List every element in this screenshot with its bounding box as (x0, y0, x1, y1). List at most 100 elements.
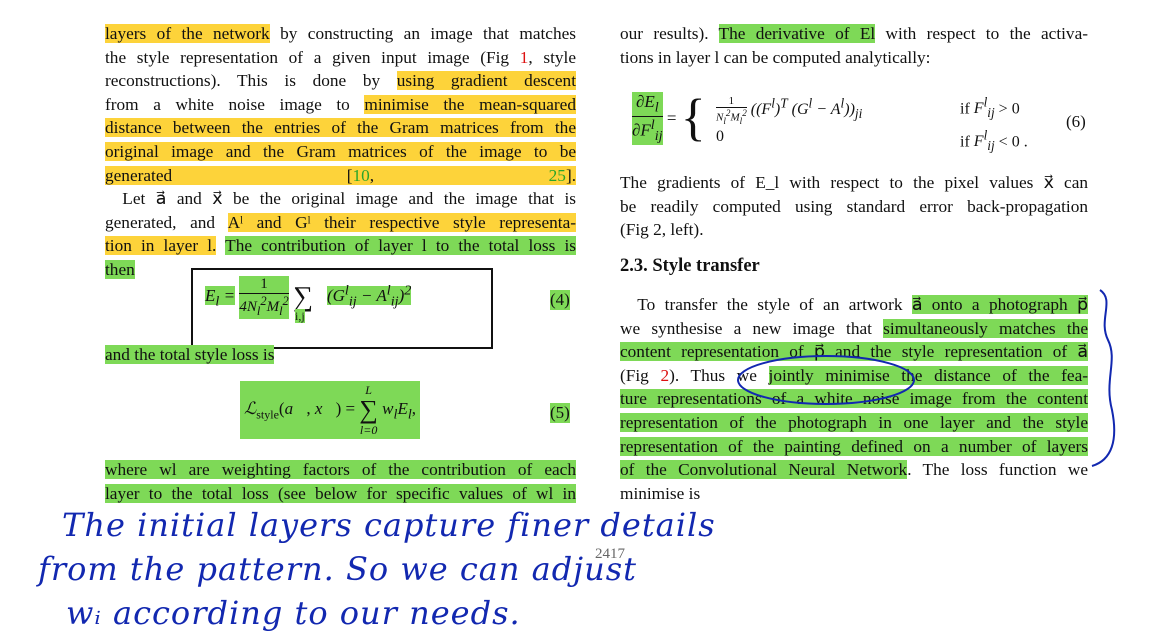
left-lines-line-9: generated, and Aˡ and Gˡ their respectiv… (105, 211, 576, 235)
right-st-line-4: (Fig 2). Thus we jointly minimise the di… (620, 364, 1088, 388)
left-lines-line-1: layers of the network by constructing an… (105, 22, 576, 46)
left-lines-line-5-segment: distance between the entries of the Gram… (105, 118, 576, 138)
left-lines-line-2-segment: 1 (519, 47, 529, 67)
right-st-line-1-segment: a⃗ onto a photograph p⃗ (911, 295, 1088, 314)
left-lines-line-3: reconstructions). This is done by using … (105, 69, 576, 93)
right-st-line-3: content representation of p⃗ and the sty… (620, 340, 1088, 364)
handwritten-note-line-3: wᵢ according to our needs. (66, 594, 521, 632)
right-st-line-7: representation of the painting defined o… (620, 435, 1088, 459)
right-st-line-4-segment: 2 (660, 365, 670, 385)
left-tail-line-2-segment: l (548, 483, 554, 503)
left-column-tail: where wl are weighting factors of the co… (105, 458, 576, 505)
left-tail-line-2-segment: in (553, 483, 576, 503)
gradient-line-3: (Fig 2, left). (620, 220, 704, 240)
right-st-line-3-segment: content representation of p⃗ and the sty… (620, 342, 1088, 362)
left-lines-line-4-segment: from a white noise image to (105, 94, 365, 114)
right-top-line-2-segment: tions in layer l can be computed analyti… (620, 47, 931, 67)
equation-6-case-2-condition: if Flij < 0 . (960, 128, 1028, 154)
right-top-line-1-segment: with respect to the activa- (875, 24, 1088, 43)
left-lines-line-10-segment: The contribution of layer l to the total… (225, 236, 576, 256)
left-lines-line-5: distance between the entries of the Gram… (105, 116, 576, 140)
left-tail-line-1-segment: l (171, 460, 177, 479)
right-st-line-1-segment: To transfer the style of an artwork (620, 295, 912, 314)
left-lines-line-9-segment: Aˡ and Gˡ their respective style represe… (227, 212, 576, 232)
left-lines-line-7-segment: , (369, 165, 549, 185)
total-style-loss-intro: and the total style loss is (105, 345, 275, 364)
left-lines-line-9-segment: generated, and (105, 212, 228, 232)
right-top-line-1-segment: l (870, 24, 876, 43)
left-lines-line-1-segment: layers of the network (105, 24, 270, 43)
right-st-line-9-segment: minimise is (620, 483, 701, 503)
left-tail-line-2-segment: layer to the total loss (see below for s… (105, 483, 549, 503)
right-st-line-8-segment: of the Convolutional Neural Network (620, 460, 908, 480)
section-heading-style-transfer: 2.3. Style transfer (620, 256, 760, 276)
left-lines-line-7-segment: 10 (352, 165, 370, 185)
left-tail-line-1-segment: where w (105, 460, 172, 479)
equation-6-case-1-condition: if Flij > 0 (960, 95, 1020, 121)
left-lines-line-2: the style representation of a given inpu… (105, 46, 576, 70)
bracket-annotation (1091, 289, 1116, 467)
left-tail-line-2: layer to the total loss (see below for s… (105, 482, 576, 506)
right-top-line-1: our results). The derivative of El with … (620, 22, 1088, 46)
equation-4-box (191, 268, 493, 349)
right-st-line-6-segment: representation of the photograph in one … (620, 412, 1088, 432)
left-lines-line-10-segment (216, 236, 225, 255)
gradient-line-1: The gradients of E_l with respect to the… (620, 173, 1088, 192)
right-st-line-9: minimise is (620, 482, 1088, 506)
right-st-line-5-segment: ture representations of a white noise im… (620, 389, 1088, 409)
left-tail-line-1-segment: are weighting factors of the contributio… (176, 460, 576, 479)
right-st-line-8: of the Convolutional Neural Network. The… (620, 458, 1088, 482)
left-lines-line-11: then (105, 258, 576, 282)
right-st-line-1: To transfer the style of an artwork a⃗ o… (620, 293, 1088, 317)
left-tail-line-1: where wl are weighting factors of the co… (105, 458, 576, 482)
equation-6-case-2: 0 (716, 128, 724, 145)
left-lines-line-4-segment: minimise the mean-squared (364, 94, 576, 114)
left-column: layers of the network by constructing an… (105, 22, 577, 282)
left-lines-line-2-segment: the style representation of a given inpu… (105, 47, 520, 67)
right-st-line-2: we synthesise a new image that simultane… (620, 317, 1089, 341)
left-lines-line-10-segment: tion in layer l. (105, 236, 217, 256)
right-st-line-2-segment: simultaneously matches the (883, 318, 1089, 338)
gradient-line-2: be readily computed using standard error… (620, 196, 1088, 216)
left-lines-line-7-segment: 25 (548, 165, 566, 185)
left-lines-line-4: from a white noise image to minimise the… (105, 93, 576, 117)
right-st-line-4-segment: ). Thus we (669, 365, 769, 385)
handwritten-note-line-1: The initial layers capture finer details (62, 506, 716, 544)
equation-6-number: (6) (1066, 112, 1086, 131)
right-column-top: our results). The derivative of El with … (620, 22, 1088, 69)
left-lines-line-3-segment: using gradient descent (396, 71, 576, 91)
left-lines-line-11-segment: then (105, 259, 135, 279)
left-lines-line-8-segment: Let a⃗ and x⃗ be the original image and … (105, 189, 576, 209)
left-lines-line-8: Let a⃗ and x⃗ be the original image and … (105, 187, 576, 211)
right-top-line-1-segment: The derivative of E (718, 24, 871, 43)
page-number: 2417 (595, 546, 625, 562)
equation-5-number: (5) (550, 403, 570, 423)
left-lines-line-6: original image and the Gram matrices of … (105, 140, 576, 164)
equation-4: El = 1 4Nl2Ml2 ∑i,j (Glij − Alij)2 (205, 276, 412, 323)
right-st-line-6: representation of the photograph in one … (620, 411, 1088, 435)
left-lines-line-10: tion in layer l. The contribution of lay… (105, 234, 576, 258)
equation-6-case-1: 1 Nl2Ml2 ((Fl)T (Gl − Al))ji (716, 95, 863, 126)
right-top-line-2: tions in layer l can be computed analyti… (620, 46, 1088, 70)
gradient-paragraph: The gradients of E_l with respect to the… (620, 171, 1088, 242)
left-lines-line-7: generated [10, 25]. (105, 164, 577, 188)
right-st-line-4-segment: (Fig (620, 365, 661, 385)
text-after-eq4: and the total style loss is (105, 343, 275, 367)
left-lines-line-7-segment: ]. (565, 165, 577, 185)
left-lines-line-6-segment: original image and the Gram matrices of … (105, 141, 576, 161)
handwritten-note-line-2: from the pattern. So we can adjust (38, 550, 637, 588)
equation-5: ℒstyle(a⃗, x⃗) = L ∑ l=0 wlEl, (240, 381, 421, 439)
right-st-line-8-segment: . The loss function we (907, 460, 1088, 480)
style-transfer-paragraph: To transfer the style of an artwork a⃗ o… (620, 293, 1089, 506)
left-lines-line-1-segment: by constructing an image that matches (269, 24, 576, 43)
equation-6: ∂El ∂Flij = { (632, 89, 706, 147)
right-st-line-7-segment: representation of the painting defined o… (620, 436, 1088, 456)
left-lines-line-2-segment: , style (528, 47, 577, 67)
right-top-line-1-segment: our results). (620, 24, 719, 43)
equation-4-number: (4) (550, 290, 570, 310)
right-st-line-4-segment: jointly minimise the distance of the fea… (768, 365, 1088, 385)
left-lines-line-7-segment: generated [ (105, 165, 353, 185)
right-st-line-2-segment: we synthesise a new image that (620, 318, 884, 338)
right-st-line-5: ture representations of a white noise im… (620, 387, 1088, 411)
left-lines-line-3-segment: reconstructions). This is done by (105, 71, 397, 91)
